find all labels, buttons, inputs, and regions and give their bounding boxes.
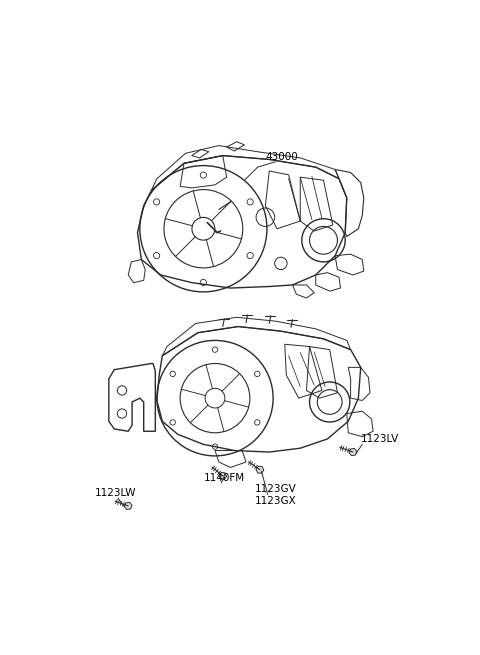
Polygon shape (349, 449, 357, 456)
Text: 1123GV: 1123GV (255, 485, 297, 495)
Polygon shape (124, 502, 132, 510)
Polygon shape (219, 472, 227, 479)
Text: 1123LV: 1123LV (360, 434, 399, 444)
Polygon shape (256, 466, 264, 474)
Text: 1123LW: 1123LW (95, 488, 136, 498)
Text: 1123GX: 1123GX (255, 496, 297, 506)
Text: 1140FM: 1140FM (204, 473, 244, 483)
Text: 43000: 43000 (265, 152, 298, 162)
